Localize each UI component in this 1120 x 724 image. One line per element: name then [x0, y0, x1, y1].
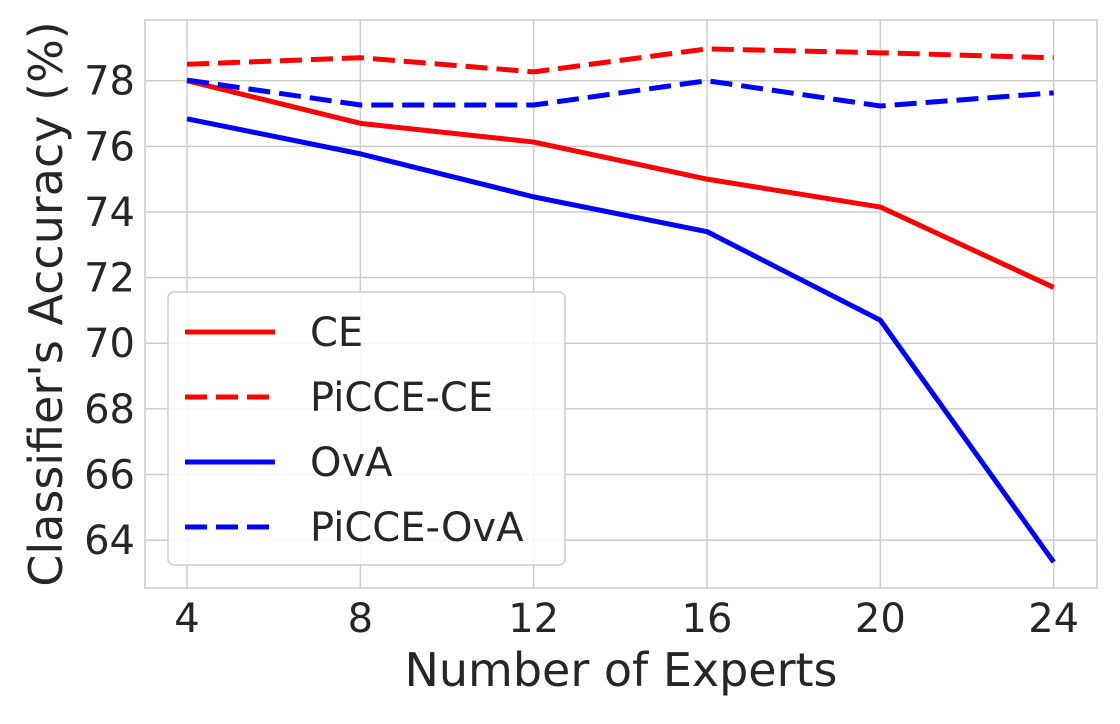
y-tick-label: 66	[84, 452, 135, 498]
legend-label: OvA	[310, 440, 393, 486]
y-tick-label: 76	[84, 124, 135, 170]
legend-label: PiCCE-OvA	[310, 505, 524, 551]
series-line-picce-ce	[186, 46, 1054, 75]
plot-frame	[144, 19, 1098, 589]
grid	[145, 20, 1097, 588]
legend-label: PiCCE-CE	[310, 375, 493, 421]
x-tick-label: 16	[682, 596, 733, 642]
legend: CE PiCCE-CE OvA PiCCE-OvA	[167, 291, 566, 566]
series-lines	[186, 46, 1056, 564]
series-line-ce	[186, 78, 1055, 290]
x-tick-label: 8	[348, 596, 373, 642]
x-tick-label: 12	[508, 596, 559, 642]
legend-box	[167, 291, 566, 566]
x-tick-label: 4	[174, 596, 199, 642]
x-tick-label: 24	[1028, 596, 1079, 642]
y-tick-label: 74	[84, 190, 135, 236]
y-tick-label: 64	[84, 518, 135, 564]
series-line-ova	[186, 116, 1056, 564]
y-axis-label: Classifier's Accuracy (%)	[19, 21, 73, 586]
legend-label: CE	[310, 310, 363, 356]
y-tick-label: 70	[84, 321, 135, 367]
x-tick-label: 20	[855, 596, 906, 642]
series-line-picce-ova	[186, 77, 1054, 109]
y-tick-label: 72	[84, 256, 135, 302]
tick-labels: 4 8 12 16 20 24 64 66 68 70 72 74 76 78	[84, 59, 1079, 642]
y-tick-label: 68	[84, 387, 135, 433]
y-tick-label: 78	[84, 59, 135, 105]
x-axis-label: Number of Experts	[404, 643, 837, 697]
